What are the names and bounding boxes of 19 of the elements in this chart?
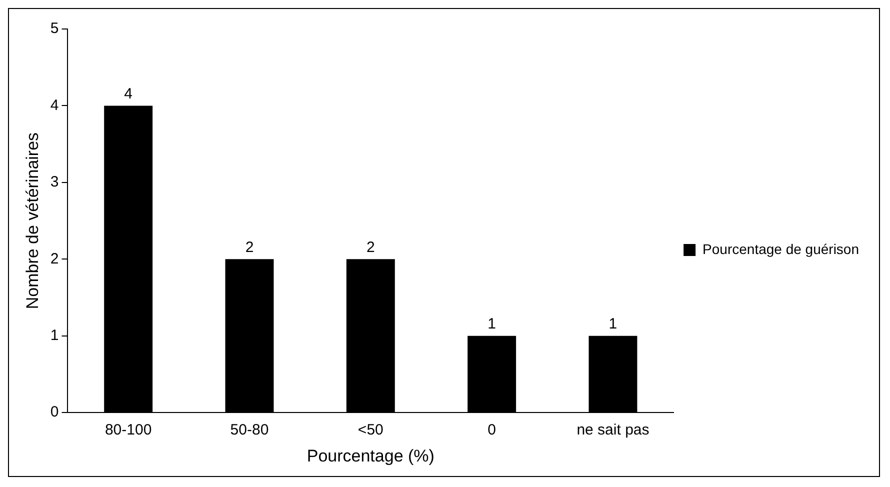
y-tick-label: 1	[50, 327, 59, 344]
legend-label: Pourcentage de guérison	[702, 240, 860, 257]
data-label: 2	[366, 238, 375, 256]
x-tick-label: 50-80	[230, 422, 269, 439]
data-label: 1	[608, 316, 618, 333]
data-label: 2	[245, 238, 254, 256]
x-tick-label: 80-100	[104, 422, 152, 439]
y-tick-label: 3	[50, 174, 59, 191]
x-axis-title: Pourcentage (%)	[306, 446, 434, 466]
y-tick-label: 2	[50, 250, 59, 268]
x-tick-label: ne sait pas	[576, 422, 650, 439]
data-label: 1	[488, 316, 496, 333]
y-tick-label: 4	[50, 96, 59, 114]
y-tick-label: 5	[50, 20, 59, 38]
y-axis-title: Nombre de vétérinaires	[22, 132, 42, 310]
data-label: 4	[124, 85, 132, 102]
x-tick-label: 0	[488, 422, 496, 439]
y-tick-label: 0	[50, 404, 59, 421]
x-tick-label: <50	[358, 422, 384, 439]
